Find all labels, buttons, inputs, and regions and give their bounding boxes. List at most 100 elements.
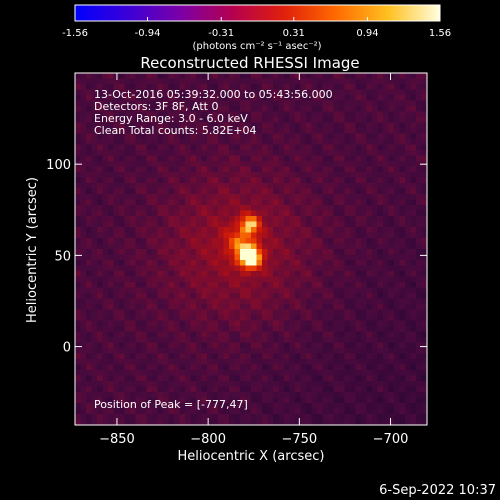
heatmap-cell	[273, 78, 279, 85]
heatmap-cell	[168, 166, 175, 173]
heatmap-cell	[135, 364, 142, 371]
heatmap-cell	[377, 95, 384, 101]
heatmap-cell	[234, 326, 241, 332]
heatmap-cell	[152, 172, 158, 178]
heatmap-cell	[256, 128, 263, 134]
heatmap-cell	[223, 364, 230, 371]
heatmap-cell	[355, 381, 362, 387]
heatmap-cell	[416, 254, 422, 261]
heatmap-cell	[185, 243, 191, 250]
heatmap-cell	[113, 199, 120, 206]
heatmap-cell	[207, 139, 213, 145]
heatmap-cell	[377, 309, 384, 316]
heatmap-cell	[168, 359, 175, 365]
heatmap-cell	[102, 381, 109, 387]
heatmap-cell	[108, 298, 114, 305]
heatmap-cell	[91, 78, 98, 85]
heatmap-cell	[322, 188, 329, 195]
heatmap-cell	[234, 265, 241, 272]
heatmap-cell	[344, 194, 351, 200]
heatmap-cell	[344, 95, 351, 101]
heatmap-cell	[190, 122, 197, 129]
heatmap-cell	[328, 221, 334, 228]
heatmap-cell	[416, 320, 422, 327]
heatmap-cell	[399, 89, 406, 96]
heatmap-cell	[157, 139, 164, 145]
heatmap-cell	[355, 408, 362, 415]
heatmap-cell	[256, 78, 263, 85]
heatmap-cell	[190, 271, 197, 277]
heatmap-cell	[80, 161, 87, 167]
heatmap-cell	[91, 216, 98, 222]
heatmap-cell	[311, 370, 318, 376]
heatmap-cell	[240, 249, 246, 255]
heatmap-cell	[267, 320, 274, 327]
heatmap-cell	[185, 133, 191, 140]
heatmap-cell	[322, 293, 329, 299]
heatmap-cell	[278, 375, 285, 382]
heatmap-cell	[102, 139, 109, 145]
heatmap-cell	[284, 260, 290, 266]
heatmap-cell	[196, 364, 202, 371]
heatmap-cell	[273, 342, 279, 349]
heatmap-cell	[196, 73, 202, 79]
heatmap-cell	[421, 419, 428, 426]
heatmap-cell	[201, 232, 208, 239]
heatmap-cell	[185, 188, 191, 195]
heatmap-cell	[306, 78, 312, 85]
heatmap-cell	[190, 227, 197, 233]
heatmap-cell	[306, 265, 312, 272]
heatmap-cell	[185, 298, 191, 305]
heatmap-cell	[223, 117, 230, 123]
heatmap-cell	[317, 172, 323, 178]
heatmap-cell	[372, 249, 378, 255]
heatmap-cell	[146, 78, 153, 85]
heatmap-cell	[394, 161, 400, 167]
heatmap-cell	[339, 188, 345, 195]
heatmap-cell	[141, 403, 147, 409]
heatmap-cell	[262, 342, 268, 349]
heatmap-cell	[163, 304, 169, 310]
heatmap-cell	[377, 150, 384, 156]
heatmap-cell	[113, 359, 120, 365]
heatmap-cell	[168, 397, 175, 404]
heatmap-cell	[256, 298, 263, 305]
heatmap-cell	[328, 188, 334, 195]
heatmap-cell	[80, 353, 87, 360]
heatmap-cell	[179, 122, 186, 129]
heatmap-cell	[289, 100, 296, 107]
heatmap-cell	[174, 315, 180, 321]
heatmap-cell	[278, 359, 285, 365]
heatmap-cell	[399, 282, 406, 288]
heatmap-cell	[267, 122, 274, 129]
heatmap-cell	[405, 375, 411, 382]
heatmap-cell	[388, 342, 395, 349]
heatmap-cell	[394, 309, 400, 316]
heatmap-cell	[113, 271, 120, 277]
heatmap-cell	[163, 188, 169, 195]
heatmap-cell	[284, 342, 290, 349]
heatmap-cell	[157, 106, 164, 112]
heatmap-cell	[108, 249, 114, 255]
heatmap-cell	[295, 78, 301, 85]
heatmap-cell	[113, 95, 120, 101]
heatmap-cell	[410, 106, 417, 112]
heatmap-cell	[333, 315, 340, 321]
heatmap-cell	[416, 238, 422, 244]
heatmap-cell	[306, 260, 312, 266]
heatmap-cell	[256, 177, 263, 184]
heatmap-cell	[80, 205, 87, 211]
heatmap-cell	[102, 100, 109, 107]
heatmap-cell	[201, 128, 208, 134]
heatmap-cell	[152, 150, 158, 156]
heatmap-cell	[223, 326, 230, 332]
heatmap-cell	[119, 194, 125, 200]
heatmap-cell	[108, 210, 114, 217]
heatmap-cell	[388, 287, 395, 294]
heatmap-cell	[240, 133, 246, 140]
heatmap-cell	[135, 122, 142, 129]
heatmap-cell	[421, 348, 428, 354]
heatmap-cell	[185, 293, 191, 299]
heatmap-cell	[174, 117, 180, 123]
heatmap-cell	[267, 260, 274, 266]
